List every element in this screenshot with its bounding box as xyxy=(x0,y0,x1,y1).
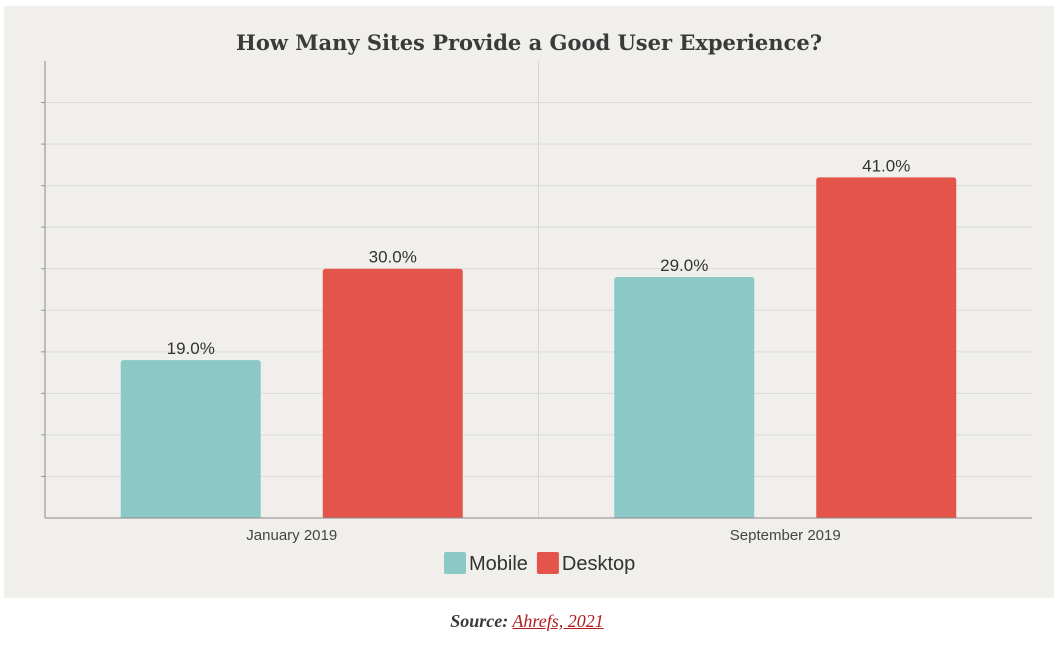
chart-title: How Many Sites Provide a Good User Exper… xyxy=(236,30,822,55)
legend-swatch-desktop xyxy=(536,552,559,574)
legend: Mobile Desktop xyxy=(444,552,635,575)
data-label: 29.0% xyxy=(660,256,708,275)
legend-label-mobile: Mobile xyxy=(469,553,528,575)
x-tick-label: January 2019 xyxy=(246,527,337,544)
data-label: 19.0% xyxy=(167,339,215,358)
bar-desktop xyxy=(816,177,957,518)
chart-panel: How Many Sites Provide a Good User Exper… xyxy=(4,6,1054,598)
legend-swatch-mobile xyxy=(444,552,466,574)
source-label: Source: xyxy=(450,611,509,631)
bar-mobile xyxy=(120,360,261,518)
data-label: 41.0% xyxy=(862,156,910,175)
data-label: 30.0% xyxy=(369,248,417,267)
source-link[interactable]: Ahrefs, 2021 xyxy=(512,611,604,631)
x-tick-label: September 2019 xyxy=(730,527,841,544)
source-caption: Source: Ahrefs, 2021 xyxy=(0,611,1054,632)
bar-desktop xyxy=(322,268,463,518)
bar-mobile xyxy=(614,277,755,518)
bars: 19.0% 30.0% 29.0% 41.0% xyxy=(120,156,957,518)
axes: January 2019 September 2019 xyxy=(44,61,1032,544)
legend-label-desktop: Desktop xyxy=(562,553,635,575)
bar-chart: How Many Sites Provide a Good User Exper… xyxy=(41,30,1032,575)
